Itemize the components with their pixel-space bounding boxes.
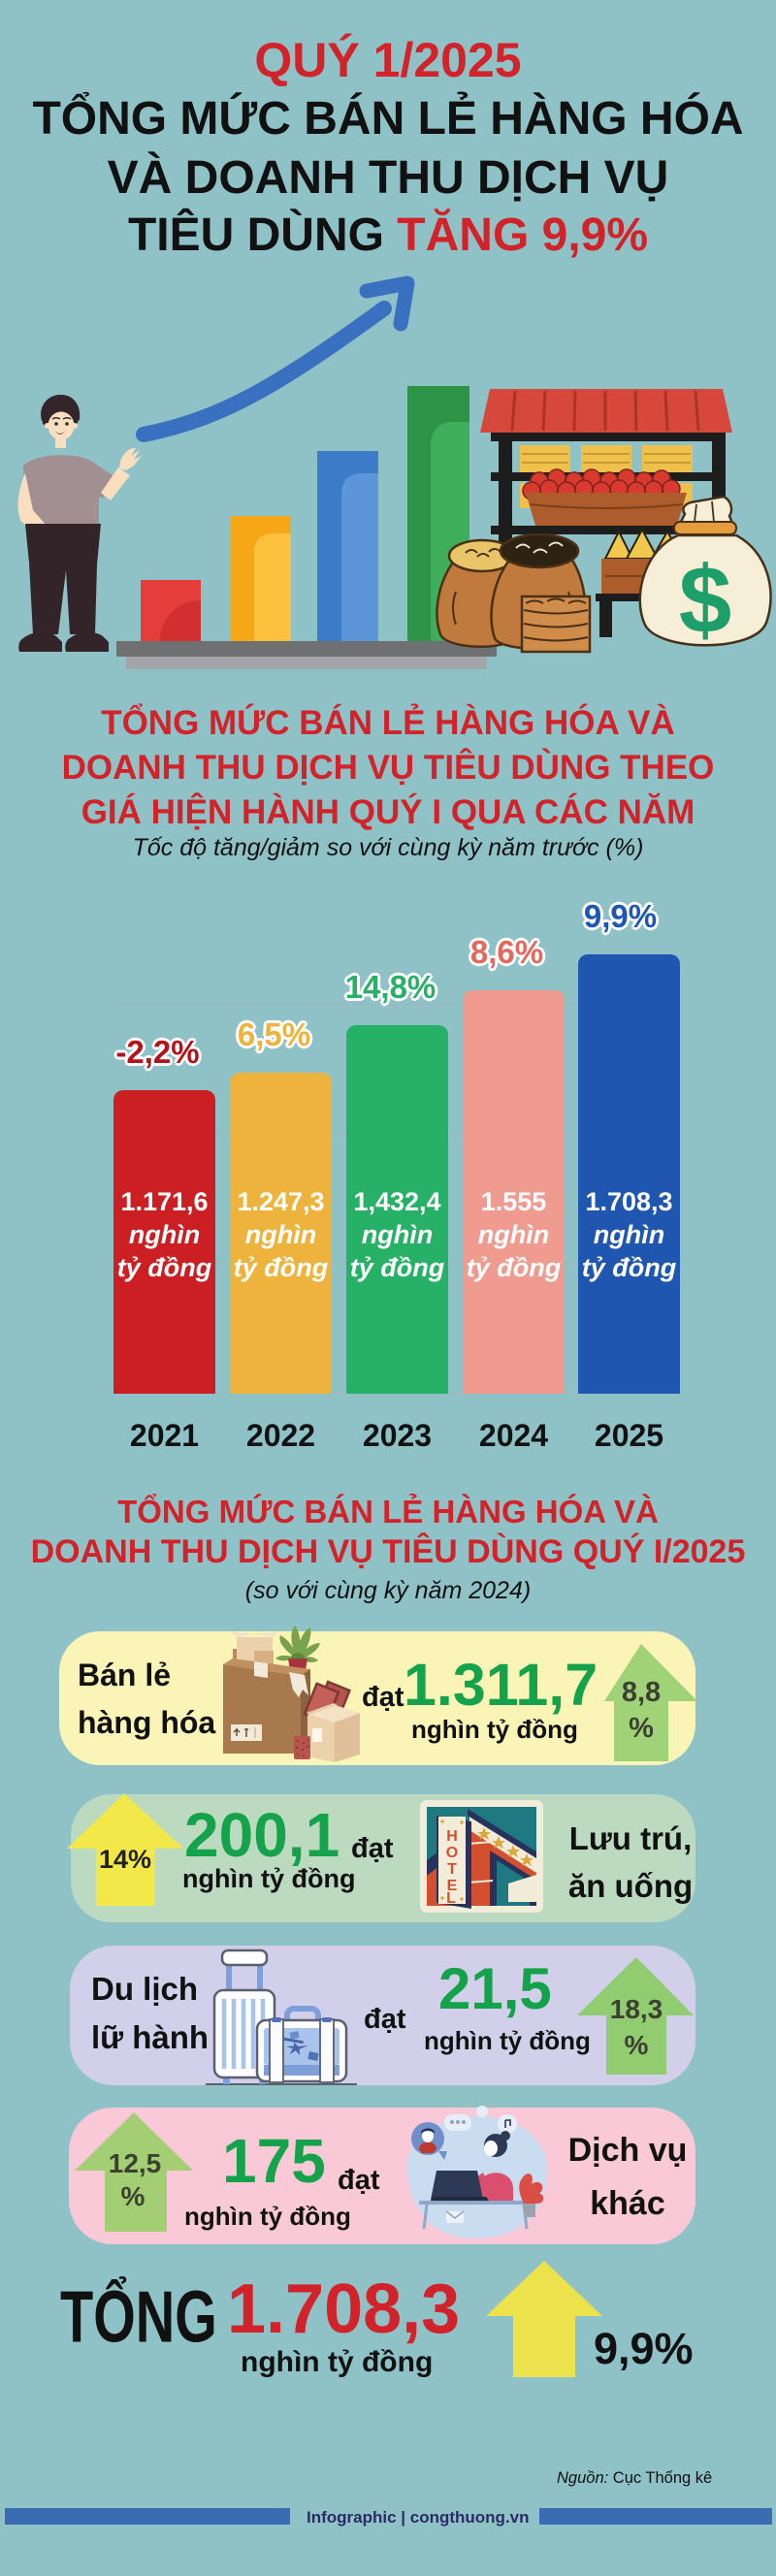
svg-text:18,3: 18,3: [610, 1994, 663, 2024]
svg-text:T: T: [447, 1861, 457, 1878]
svg-text:H: H: [446, 1828, 458, 1845]
svg-text:%: %: [121, 2181, 146, 2211]
svg-text:$: $: [679, 546, 732, 653]
svg-text:%: %: [629, 1713, 654, 1744]
svg-text:14%: 14%: [99, 1845, 151, 1874]
svg-text:12,5: 12,5: [109, 2148, 162, 2178]
svg-text:%: %: [625, 2030, 649, 2060]
svg-text:O: O: [446, 1845, 458, 1861]
svg-text:8,8: 8,8: [622, 1677, 661, 1708]
svg-text:L: L: [446, 1890, 456, 1907]
svg-text:E: E: [447, 1878, 458, 1894]
